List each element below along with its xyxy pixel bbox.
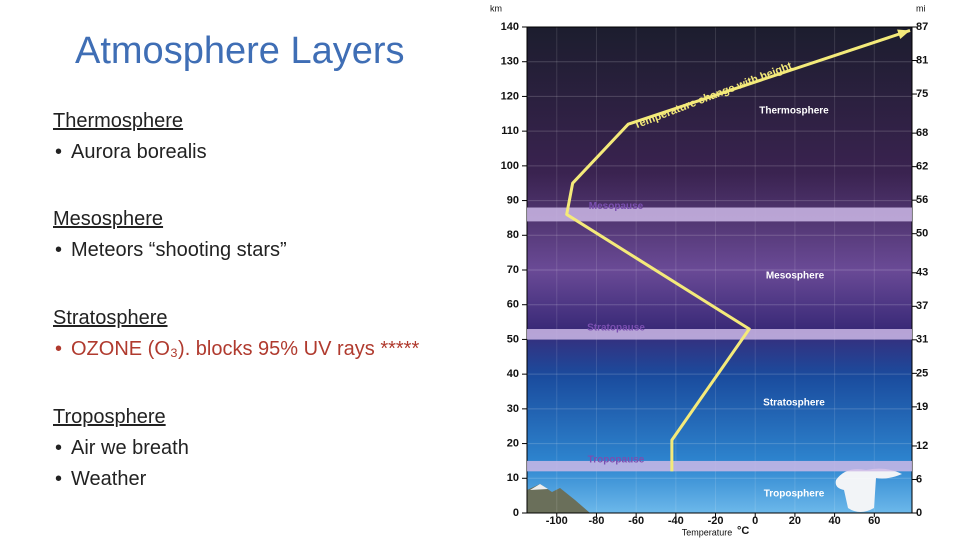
bullet: Weather <box>53 468 189 491</box>
y-tick-label: 130 <box>501 56 519 68</box>
y2-tick-label: 31 <box>916 334 928 346</box>
x-tick-label: 20 <box>789 515 801 527</box>
y-tick-label: 110 <box>501 125 519 137</box>
y2-tick-label: 87 <box>916 21 928 33</box>
y2-tick-label: 6 <box>916 473 922 485</box>
y-tick-label: 70 <box>507 264 519 276</box>
bullet: Air we breath <box>53 437 189 460</box>
pause-label: Tropopause <box>588 455 645 466</box>
x-axis-label: Temperature <box>682 527 733 537</box>
bullet: Meteors “shooting stars” <box>53 239 287 262</box>
y2-tick-label: 37 <box>916 300 928 312</box>
y2-tick-label: 68 <box>916 127 928 139</box>
layer-label: Stratosphere <box>763 398 825 409</box>
section-heading: Stratosphere <box>53 307 168 329</box>
y2-tick-label: 25 <box>916 367 928 379</box>
pause-band <box>527 460 912 472</box>
x-tick-label: -80 <box>589 515 605 527</box>
y2-tick-label: 0 <box>916 507 922 519</box>
mountains <box>527 484 590 513</box>
bullet: Aurora borealis <box>53 141 207 164</box>
y-tick-label: 50 <box>507 333 519 345</box>
section: Thermosphere Aurora borealis <box>53 110 207 172</box>
y-tick-label: 140 <box>501 21 519 33</box>
y2-tick-label: 56 <box>916 194 928 206</box>
pause-band <box>527 207 912 222</box>
y2-tick-label: 19 <box>916 401 928 413</box>
x-axis-unit: °C <box>737 525 749 537</box>
section-heading: Mesosphere <box>53 208 164 230</box>
arrow-head <box>897 29 911 40</box>
y2-tick-label: 62 <box>916 161 928 173</box>
section-heading: Troposphere <box>53 406 166 428</box>
y2-tick-label: 50 <box>916 228 928 240</box>
section: Mesosphere Meteors “shooting stars” <box>53 208 287 270</box>
y2-tick-label: 12 <box>916 440 928 452</box>
plot-frame <box>526 26 913 514</box>
pause-label: Mesopause <box>589 201 644 212</box>
x-tick-label: 40 <box>828 515 840 527</box>
layer-label: Troposphere <box>764 489 825 500</box>
y-tick-label: 80 <box>507 229 519 241</box>
y2-tick-label: 75 <box>916 88 928 100</box>
y-tick-label: 120 <box>501 90 519 102</box>
y2-tick-label: 43 <box>916 267 928 279</box>
pause-band <box>527 329 912 340</box>
y-tick-label: 30 <box>507 403 519 415</box>
y-tick-label: 40 <box>507 368 519 380</box>
y-tick-label: 100 <box>501 160 519 172</box>
slide-title: Atmosphere Layers <box>75 30 405 72</box>
cloud <box>835 468 902 512</box>
x-tick-label: -60 <box>628 515 644 527</box>
y2-axis-label: mi <box>916 3 926 13</box>
y-axis-label: km <box>490 3 502 13</box>
snow-cap <box>530 484 548 490</box>
section: Stratosphere OZONE (O₃). blocks 95% UV ra… <box>53 307 419 369</box>
x-tick-label: -40 <box>668 515 684 527</box>
pause-label: Stratopause <box>587 323 645 334</box>
section: Troposphere Air we breath Weather <box>53 406 189 499</box>
section-heading: Thermosphere <box>53 110 184 132</box>
layer-label: Mesosphere <box>766 271 825 282</box>
x-tick-label: 0 <box>752 515 758 527</box>
x-tick-label: -20 <box>708 515 724 527</box>
temperature-profile <box>565 29 911 472</box>
y2-tick-label: 81 <box>916 54 928 66</box>
y-tick-label: 0 <box>513 507 519 519</box>
plot-background <box>527 27 912 513</box>
y-tick-label: 20 <box>507 437 519 449</box>
y-tick-label: 10 <box>507 472 519 484</box>
x-tick-label: -100 <box>546 515 568 527</box>
y-tick-label: 60 <box>507 299 519 311</box>
layer-label: Thermosphere <box>759 106 829 117</box>
y-tick-label: 90 <box>507 194 519 206</box>
x-tick-label: 60 <box>868 515 880 527</box>
bullet: OZONE (O₃). blocks 95% UV rays ***** <box>53 338 419 361</box>
